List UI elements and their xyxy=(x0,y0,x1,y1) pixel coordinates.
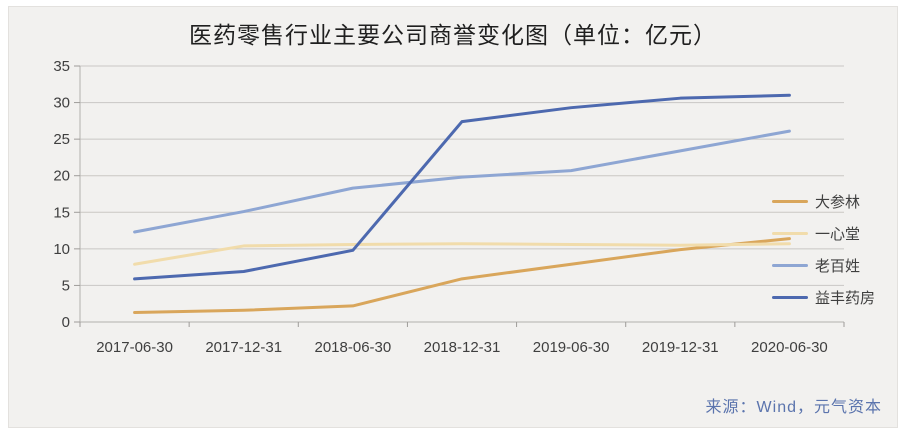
y-axis-label: 0 xyxy=(62,314,70,331)
x-axis-label: 2020-06-30 xyxy=(751,339,828,356)
y-axis-label: 35 xyxy=(53,58,70,75)
y-axis-label: 30 xyxy=(53,95,70,112)
y-axis-label: 10 xyxy=(53,241,70,258)
legend-label: 老百姓 xyxy=(815,257,861,275)
source-note: 来源：Wind，元气资本 xyxy=(705,399,882,416)
legend-item-0: 大参林 xyxy=(772,185,875,217)
x-axis-label: 2017-06-30 xyxy=(96,339,173,356)
legend-label: 一心堂 xyxy=(815,225,861,243)
y-axis-label: 5 xyxy=(62,277,70,294)
y-axis-label: 25 xyxy=(53,131,70,148)
chart-title: 医药零售行业主要公司商誉变化图（单位：亿元） xyxy=(189,22,717,48)
series-line-3 xyxy=(133,93,791,281)
x-axis-label: 2017-12-31 xyxy=(205,339,282,356)
legend-marker-icon xyxy=(772,295,808,299)
x-axis-label: 2018-12-31 xyxy=(424,339,501,356)
series-line-1 xyxy=(133,242,791,266)
legend-label: 大参林 xyxy=(815,193,861,211)
series-line-2 xyxy=(133,129,791,234)
y-axis-label: 15 xyxy=(53,204,70,221)
legend-marker-icon xyxy=(772,263,808,267)
legend-item-2: 老百姓 xyxy=(772,249,875,281)
x-axis-label: 2019-06-30 xyxy=(533,339,610,356)
chart-legend: 大参林一心堂老百姓益丰药房 xyxy=(772,185,875,313)
legend-marker-icon xyxy=(772,231,808,235)
legend-label: 益丰药房 xyxy=(815,289,876,307)
chart-panel xyxy=(8,6,898,428)
y-axis-label: 20 xyxy=(53,168,70,185)
series-line-0 xyxy=(133,237,791,314)
x-axis-label: 2019-12-31 xyxy=(642,339,719,356)
legend-item-1: 一心堂 xyxy=(772,217,875,249)
legend-marker-icon xyxy=(772,199,808,203)
x-axis-label: 2018-06-30 xyxy=(314,339,391,356)
legend-item-3: 益丰药房 xyxy=(772,281,875,313)
